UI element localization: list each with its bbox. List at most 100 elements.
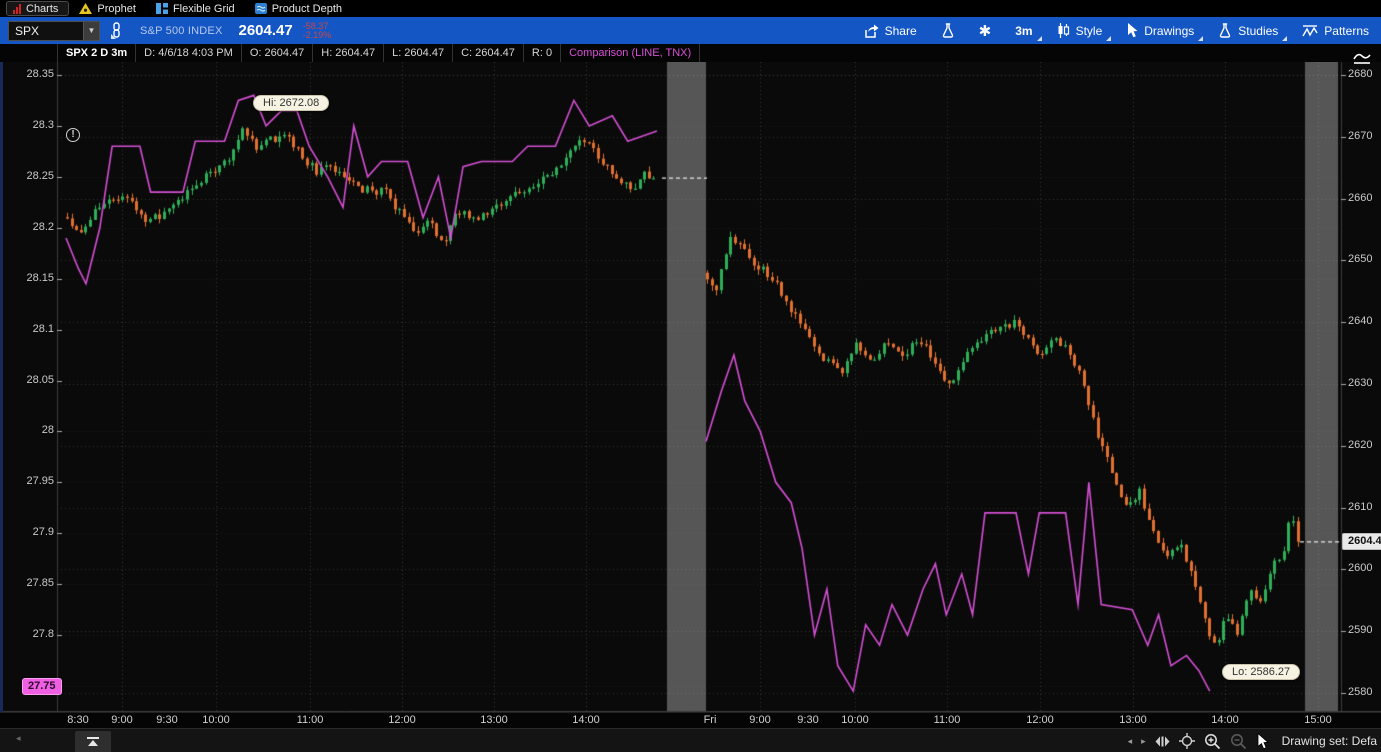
patterns-icon [1302,24,1318,38]
left-axis-tick: 27.9 [32,526,54,539]
toolbar-right-group: Share ✱ 3m Style [852,17,1381,44]
tab-charts[interactable]: Charts [6,1,70,16]
timeframe-button[interactable]: 3m [1003,17,1044,44]
flask-icon [941,23,955,38]
comparison-study-label[interactable]: Comparison (LINE, TNX) [561,44,701,62]
time-axis-label: 11:00 [933,714,961,726]
left-axis-tick: 27.95 [26,475,54,488]
zoom-in-icon[interactable] [1204,733,1221,750]
ohlc-close: C: 2604.47 [453,44,524,62]
last-price: 2604.47 [238,22,293,39]
style-button[interactable]: Style [1045,17,1115,44]
pan-right-icon[interactable]: ▸ [1141,735,1146,746]
drawings-button[interactable]: Drawings [1114,17,1206,44]
symbol-value: SPX [15,23,40,38]
right-axis-tick: 2670 [1348,129,1373,142]
ohlc-info-bar: SPX 2 D 3m D: 4/6/18 4:03 PM O: 2604.47 … [0,44,1381,62]
time-axis-label: 15:00 [1304,714,1332,726]
left-axis-tick: 28.2 [32,220,54,233]
spx-last-price-badge: 2604.4 [1342,533,1381,550]
right-axis-tick: 2630 [1348,377,1373,389]
settings-button[interactable]: ✱ [967,17,1004,44]
chart-area[interactable]: 28.35 28.3 28.25 28.2 28.15 28.1 28.05 28 27.95 2… [0,53,1381,712]
ohlc-low: L: 2604.47 [384,44,454,62]
time-axis-label: 11:00 [296,714,324,726]
right-axis-tick: 2680 [1348,68,1373,80]
time-axis-label: 10:00 [202,714,230,726]
prophet-pyramid-icon [79,3,93,14]
time-axis-label: 14:00 [1211,714,1239,726]
left-axis-tick: 28.15 [26,271,54,284]
drawing-set-label: Drawing set: Defa [1281,734,1377,748]
patterns-button[interactable]: Patterns [1290,17,1381,44]
right-axis-tick: 2620 [1348,438,1373,451]
timeframe-label: 3m [1015,23,1033,38]
analysis-flask-button[interactable] [929,17,967,44]
tab-product-depth[interactable]: Product Depth [249,1,352,16]
right-axis-tick: 2610 [1348,500,1373,513]
window-edge [0,62,3,712]
price-chart-canvas[interactable] [0,62,1381,712]
link-icon[interactable] [108,21,124,41]
chart-nav-controls: ◂ ▸ Drawing set: Defa [1128,729,1379,752]
share-button[interactable]: Share [852,17,929,44]
symbol-input[interactable]: SPX ▼ [8,20,100,41]
pan-left-icon[interactable]: ◂ [1127,735,1133,746]
time-axis-label: 13:00 [480,714,508,726]
change-percent: -2.19% [302,29,332,40]
tab-flexible-grid-label: Flexible Grid [172,2,235,15]
workspace-tab-bar: Charts Prophet Flexible Grid Product Dep… [0,0,1381,17]
status-bar: ◂ ◂ ▸ Drawing set: Defa [0,728,1381,752]
patterns-label: Patterns [1324,23,1369,38]
left-axis-tick: 27.8 [32,628,54,641]
time-axis-label: 8:30 [67,714,89,726]
ohlc-high: H: 2604.47 [313,44,385,62]
symbol-dropdown-caret[interactable]: ▼ [83,21,99,40]
zoom-out-icon[interactable] [1230,733,1247,750]
scroll-left-edge-icon[interactable]: ◂ [16,733,21,743]
pointer-icon [1126,23,1138,38]
cursor-arrow-icon[interactable] [1256,732,1269,750]
right-axis-tick: 2640 [1348,315,1373,328]
charts-bars-icon [13,3,21,14]
ohlc-open: O: 2604.47 [242,44,314,62]
left-axis-tick: 28.05 [26,373,54,386]
right-axis-tick: 2580 [1348,686,1373,698]
change-value: -58.37 [302,20,329,31]
crosshair-icon[interactable] [1178,733,1195,749]
left-axis-tick: 28 [41,424,54,437]
flexible-grid-icon [155,3,168,14]
tab-charts-label: Charts [26,2,59,15]
left-axis-tick: 28.35 [26,68,54,80]
time-axis-label: 12:00 [388,714,416,726]
tab-prophet-label: Prophet [97,2,136,15]
time-axis-label: 10:00 [841,714,869,726]
time-axis-label: 12:00 [1026,714,1054,726]
left-axis-tick: 28.3 [32,118,54,131]
tab-flexible-grid[interactable]: Flexible Grid [150,1,245,16]
tab-prophet[interactable]: Prophet [73,1,146,16]
product-depth-icon [254,3,267,14]
chart-title: SPX 2 D 3m [57,44,137,62]
candlestick-icon [1057,23,1070,38]
chart-info-icon[interactable]: ! [66,128,80,142]
right-axis-tick: 2660 [1348,191,1373,204]
left-axis-tick: 28.25 [26,169,54,182]
time-axis-label: 9:00 [749,714,771,726]
time-axis-label: 9:30 [156,714,178,726]
share-label: Share [884,23,917,38]
symbol-description: S&P 500 INDEX [140,24,223,37]
style-label: Style [1075,23,1103,38]
right-axis-tick: 2650 [1348,253,1373,266]
panel-collapse-tab[interactable] [75,731,111,752]
time-axis[interactable]: 8:30 9:00 9:30 10:00 11:00 12:00 13:00 14:00 Fri… [0,712,1381,728]
collapse-chevron-icon [87,737,99,746]
high-price-bubble: Hi: 2672.08 [253,95,330,111]
auto-scroll-icon[interactable] [1155,736,1170,747]
time-axis-label: 9:30 [797,714,819,726]
gear-icon: ✱ [978,22,992,40]
studies-button[interactable]: Studies [1206,17,1290,44]
studies-label: Studies [1238,23,1279,38]
ohlc-datetime: D: 4/6/18 4:03 PM [136,44,242,62]
chart-mode-curve-icon[interactable] [1349,47,1375,69]
